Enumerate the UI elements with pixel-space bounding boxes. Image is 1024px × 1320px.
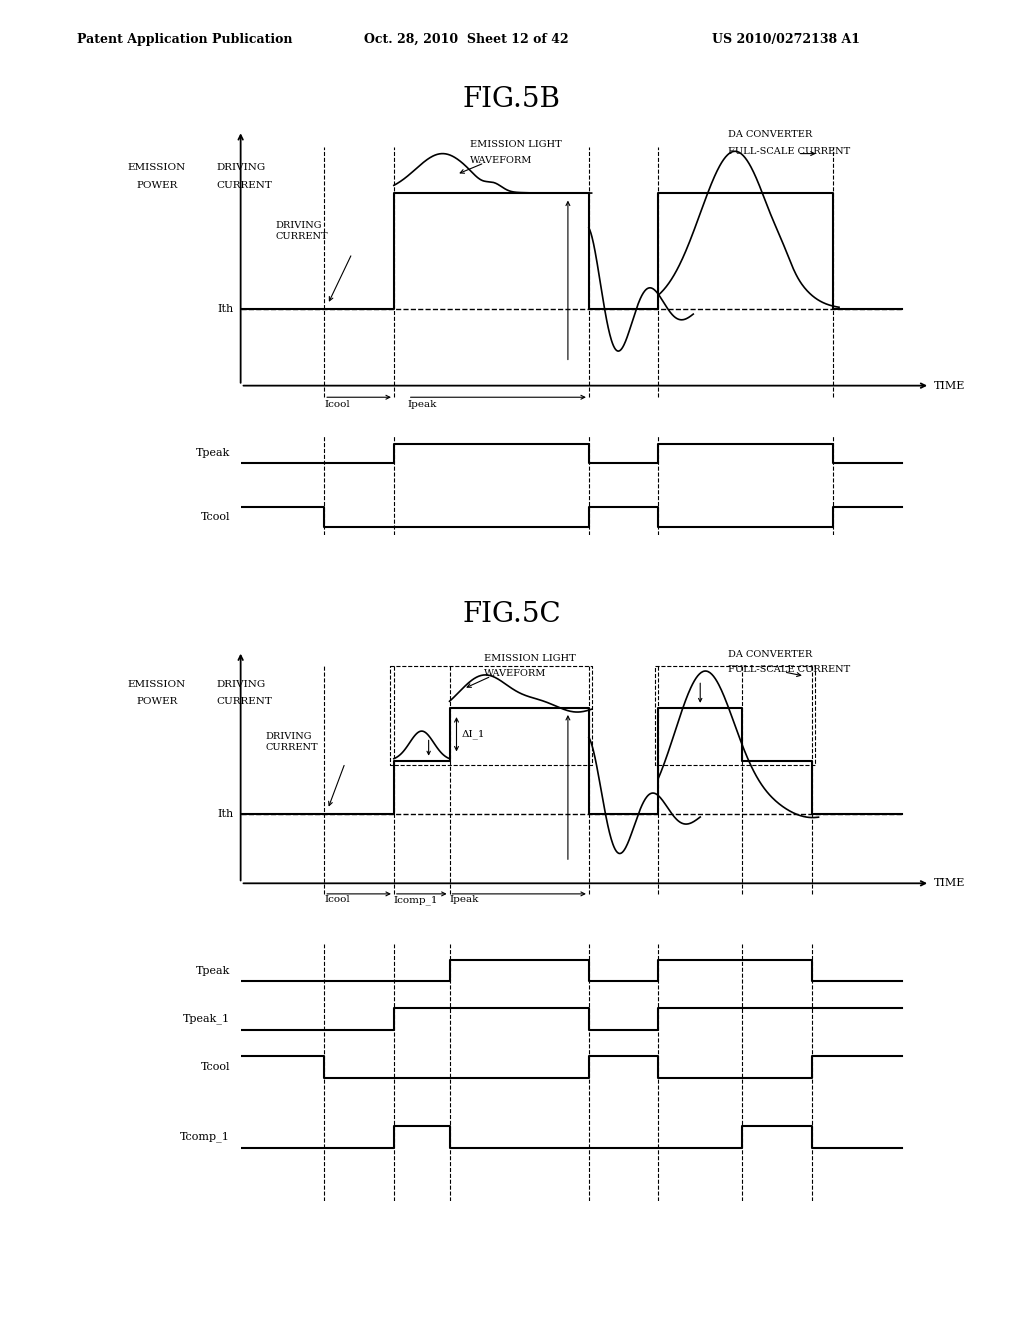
Text: Ipeak: Ipeak [408,400,437,408]
Text: DA CONVERTER: DA CONVERTER [728,651,812,659]
Text: Tcomp_1: Tcomp_1 [180,1131,230,1142]
Text: EMISSION: EMISSION [128,680,186,689]
Text: Tpeak_1: Tpeak_1 [183,1014,230,1024]
Text: ΔI_1: ΔI_1 [462,730,485,739]
Text: POWER: POWER [136,697,178,706]
Text: DRIVING: DRIVING [216,680,265,689]
Text: EMISSION LIGHT: EMISSION LIGHT [484,655,577,664]
Text: TIME: TIME [934,878,965,888]
Text: POWER: POWER [136,181,178,190]
Text: DRIVING
CURRENT: DRIVING CURRENT [265,733,317,752]
Text: CURRENT: CURRENT [216,697,272,706]
Text: DRIVING
CURRENT: DRIVING CURRENT [275,222,328,242]
Text: Ipeak: Ipeak [450,895,479,904]
Text: Oct. 28, 2010  Sheet 12 of 42: Oct. 28, 2010 Sheet 12 of 42 [364,33,568,46]
Text: Tpeak: Tpeak [196,966,230,975]
Text: Patent Application Publication: Patent Application Publication [77,33,292,46]
Text: CURRENT: CURRENT [216,181,272,190]
Text: FIG.5B: FIG.5B [463,86,561,112]
Text: Ith: Ith [217,809,233,818]
Text: Tcool: Tcool [201,1063,230,1072]
Text: Icomp_1: Icomp_1 [394,895,438,906]
Text: FIG.5C: FIG.5C [463,601,561,627]
Text: TIME: TIME [934,380,965,391]
Text: WAVEFORM: WAVEFORM [470,156,532,165]
Text: EMISSION: EMISSION [128,162,186,172]
Text: FULL-SCALE CURRENT: FULL-SCALE CURRENT [728,665,850,675]
Text: Tcool: Tcool [201,512,230,521]
Text: DRIVING: DRIVING [216,162,265,172]
Text: DA CONVERTER: DA CONVERTER [728,131,812,140]
Text: Icool: Icool [325,895,350,904]
Text: WAVEFORM: WAVEFORM [484,669,547,678]
Text: FULL-SCALE CURRENT: FULL-SCALE CURRENT [728,147,850,156]
Text: Tpeak: Tpeak [196,449,230,458]
Text: Ith: Ith [217,304,233,314]
Text: Icool: Icool [325,400,350,408]
Text: US 2010/0272138 A1: US 2010/0272138 A1 [712,33,860,46]
Text: EMISSION LIGHT: EMISSION LIGHT [470,140,562,149]
